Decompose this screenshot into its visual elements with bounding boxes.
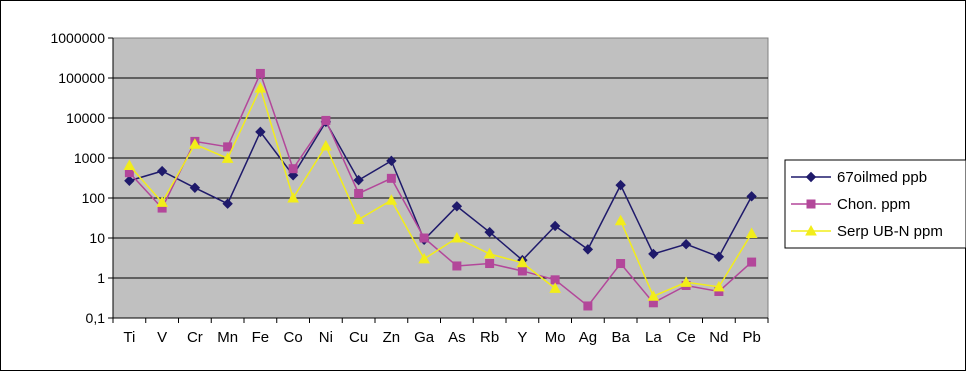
- data-point: [452, 261, 462, 271]
- x-tick-label: Rb: [480, 329, 499, 346]
- x-tick-label: V: [157, 329, 167, 346]
- legend-label: Chon. ppm: [837, 196, 910, 213]
- x-tick-label: La: [645, 329, 662, 346]
- series-line: [128, 85, 556, 289]
- data-point: [485, 259, 495, 269]
- x-tick-label: Co: [284, 329, 303, 346]
- data-point: [680, 276, 692, 287]
- x-tick-label: Ni: [319, 329, 333, 346]
- data-point: [353, 174, 364, 186]
- x-tick-label: Ba: [611, 329, 630, 346]
- data-point: [156, 165, 168, 177]
- series-3: [123, 82, 758, 301]
- data-point: [745, 227, 758, 238]
- data-point: [124, 175, 135, 186]
- data-point: [189, 182, 201, 193]
- x-tick-label: Pb: [742, 329, 760, 346]
- data-point: [321, 115, 331, 125]
- legend: 67oilmed ppb Chon. ppm Serp UB-N ppm: [784, 159, 966, 249]
- data-point: [451, 201, 463, 212]
- data-point: [549, 220, 561, 232]
- data-point: [648, 248, 659, 260]
- x-tick-label: Ce: [677, 329, 696, 346]
- data-point: [483, 247, 496, 259]
- y-tick-label: 1000000: [50, 30, 105, 46]
- y-axis: 1000000 100000 10000 1000 100 10 1 0,1: [50, 30, 114, 326]
- y-tick-label: 1000: [74, 150, 105, 166]
- data-point: [451, 231, 463, 243]
- data-point: [255, 68, 265, 78]
- x-tick-label: Ga: [414, 329, 435, 346]
- y-tick-label: 100: [82, 190, 106, 206]
- x-tick-label: Nd: [709, 329, 728, 346]
- data-point: [484, 226, 495, 238]
- data-point: [615, 179, 626, 191]
- data-point: [354, 188, 364, 198]
- x-tick-label: Cr: [187, 329, 203, 346]
- data-point: [680, 238, 692, 250]
- data-point: [616, 259, 626, 269]
- data-point: [747, 257, 757, 267]
- gridlines: [113, 77, 768, 279]
- x-tick-label: Ti: [123, 329, 135, 346]
- data-point: [222, 198, 233, 209]
- data-point: [517, 266, 527, 276]
- legend-label: 67oilmed ppb: [837, 169, 927, 186]
- y-tick-label: 1: [97, 270, 105, 286]
- series-1: [124, 116, 757, 266]
- data-point: [254, 82, 267, 93]
- x-tick-label: Ag: [579, 329, 597, 346]
- data-point: [418, 252, 430, 264]
- plot-area: [112, 37, 769, 319]
- data-point: [385, 194, 398, 205]
- x-tick-label: As: [448, 329, 466, 346]
- y-tick-label: 10000: [66, 110, 105, 126]
- data-point: [386, 155, 397, 167]
- y-tick-label: 0,1: [86, 310, 106, 326]
- x-tick-label: Zn: [383, 329, 401, 346]
- data-point: [288, 164, 298, 174]
- data-point: [805, 224, 817, 236]
- x-tick-label: Cu: [349, 329, 368, 346]
- y-tick-label: 10: [89, 230, 105, 246]
- data-point: [746, 191, 757, 202]
- data-point: [516, 256, 529, 268]
- data-point: [582, 244, 594, 255]
- data-point: [320, 139, 332, 151]
- data-point: [713, 251, 725, 262]
- series-line: [128, 71, 753, 308]
- legend-label: Serp UB-N ppm: [837, 223, 943, 240]
- x-axis: Ti V Cr Mn Fe Co Ni Cu Zn Ga As Rb Y Mo Ag Ba La Ce Nd Pb: [112, 317, 769, 346]
- data-point: [805, 171, 817, 183]
- data-point: [123, 159, 136, 170]
- data-point: [806, 199, 816, 209]
- data-point: [614, 214, 627, 226]
- data-point: [223, 142, 233, 152]
- x-tick-label: Mo: [545, 329, 566, 346]
- data-point: [352, 213, 365, 225]
- data-point: [287, 191, 299, 203]
- data-point: [255, 126, 266, 138]
- data-point: [647, 290, 660, 301]
- x-tick-label: Fe: [252, 329, 270, 346]
- data-point: [386, 173, 396, 183]
- series-line: [129, 120, 753, 262]
- x-tick-label: Mn: [217, 329, 238, 346]
- x-tick-label: Y: [517, 329, 527, 346]
- data-point: [713, 280, 725, 292]
- data-point: [549, 282, 561, 293]
- data-point: [156, 196, 168, 207]
- data-point: [583, 301, 593, 311]
- data-point: [189, 138, 201, 149]
- data-point: [221, 152, 234, 163]
- series-layer: [123, 68, 758, 311]
- data-point: [419, 233, 429, 243]
- y-tick-label: 100000: [58, 70, 105, 86]
